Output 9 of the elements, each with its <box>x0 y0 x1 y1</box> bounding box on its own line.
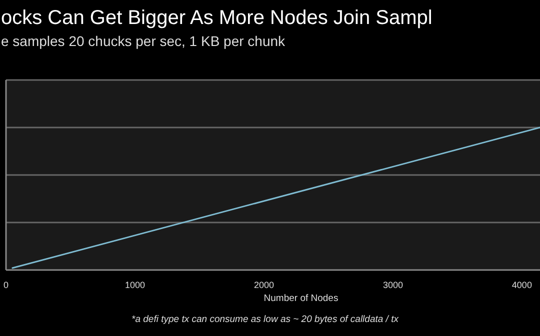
x-tick-label: 4000 <box>512 280 532 290</box>
x-tick-label: 0 <box>3 280 9 290</box>
x-tick-label: 1000 <box>124 280 145 290</box>
chart-title: ocks Can Get Bigger As More Nodes Join Sampl <box>1 7 432 29</box>
x-axis-title: Number of Nodes <box>264 293 338 304</box>
x-tick-label: 3000 <box>382 280 403 290</box>
chart-subtitle: e samples 20 chucks per sec, 1 KB per chunk <box>1 33 286 49</box>
x-tick-label: 2000 <box>254 280 274 290</box>
text: *a defi type tx can consume as low as ~ 20 bytes of calldata / tx <box>132 314 400 325</box>
